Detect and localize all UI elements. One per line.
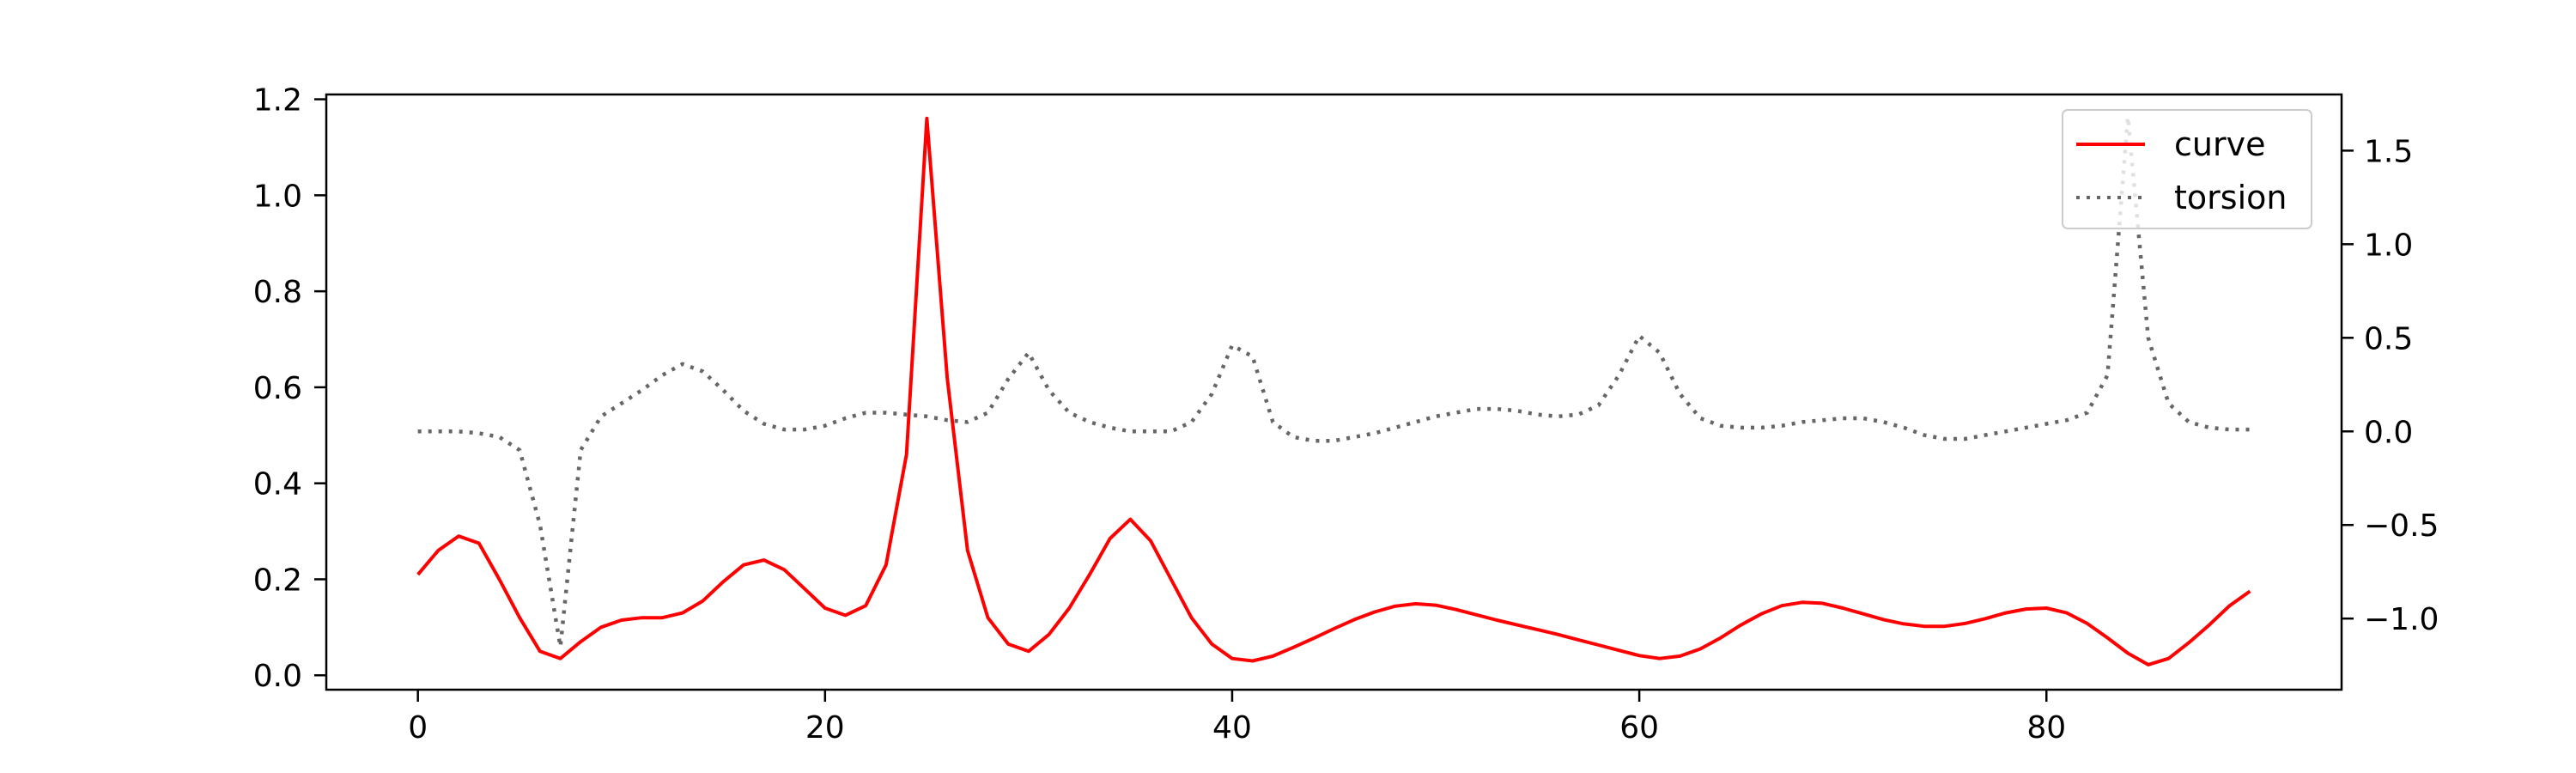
right-y-tick-label: 1.0 — [2364, 228, 2413, 263]
legend-label-curve: curve — [2174, 125, 2265, 163]
left-y-tick-label: 0.0 — [253, 659, 302, 694]
right-y-axis: −1.0 −0.5 0.0 0.5 1.0 1.5 — [2342, 134, 2439, 637]
x-tick-label: 60 — [1619, 710, 1659, 746]
left-y-tick-label: 1.2 — [253, 83, 302, 119]
plot-frame — [325, 93, 2343, 691]
left-y-axis: 0.0 0.2 0.4 0.6 0.8 1.0 1.2 — [253, 83, 326, 694]
x-tick-label: 40 — [1212, 710, 1252, 746]
left-y-tick-label: 0.2 — [253, 563, 302, 598]
legend: curve torsion — [2062, 109, 2312, 229]
left-y-tick-label: 0.8 — [253, 275, 302, 310]
right-y-tick-label: 1.5 — [2364, 134, 2413, 169]
series-line-curve — [416, 116, 2251, 666]
x-tick-label: 80 — [2026, 710, 2066, 746]
right-y-tick-label: 0.0 — [2364, 415, 2413, 450]
right-y-tick-label: −0.5 — [2364, 508, 2439, 544]
legend-label-torsion: torsion — [2174, 179, 2287, 216]
legend-box — [2062, 109, 2312, 229]
left-y-tick-label: 1.0 — [253, 179, 302, 214]
x-axis: 0 20 40 60 80 — [408, 690, 2066, 746]
x-tick-label: 0 — [408, 710, 428, 746]
left-y-tick-label: 0.6 — [253, 371, 302, 406]
right-y-tick-label: −1.0 — [2364, 602, 2439, 637]
series-line-torsion — [417, 114, 2251, 649]
left-y-tick-label: 0.4 — [253, 467, 302, 502]
right-y-tick-label: 0.5 — [2364, 321, 2413, 356]
x-tick-label: 20 — [805, 710, 845, 746]
series-layer — [416, 114, 2251, 666]
